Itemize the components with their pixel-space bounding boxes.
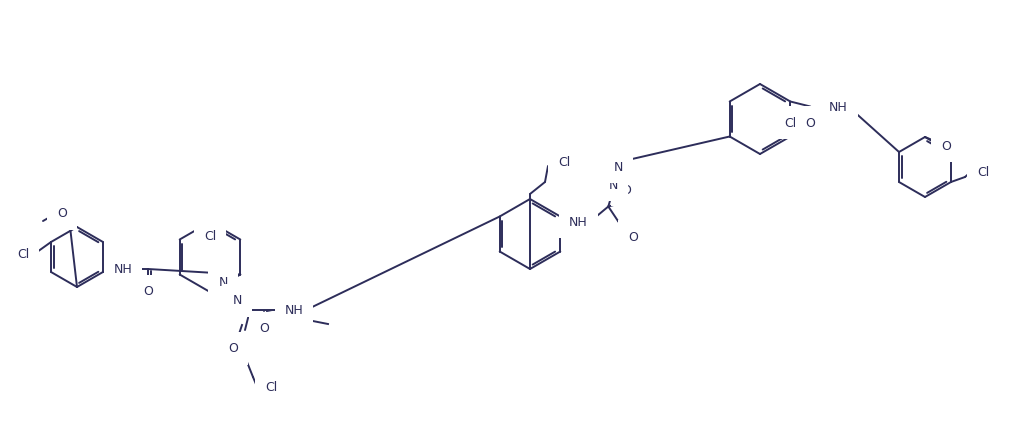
- Text: N: N: [233, 294, 242, 307]
- Text: Cl: Cl: [977, 166, 989, 179]
- Text: O: O: [228, 342, 238, 355]
- Text: O: O: [143, 285, 153, 298]
- Text: NH: NH: [829, 101, 848, 114]
- Text: Cl: Cl: [784, 117, 796, 130]
- Text: N: N: [608, 178, 618, 191]
- Text: O: O: [806, 117, 815, 130]
- Text: N: N: [613, 161, 623, 174]
- Text: N: N: [218, 276, 227, 289]
- Text: NH: NH: [285, 304, 304, 317]
- Text: Cl: Cl: [204, 230, 216, 243]
- Text: Cl: Cl: [265, 381, 277, 393]
- Text: O: O: [941, 139, 951, 152]
- Text: O: O: [57, 207, 67, 220]
- Text: NH: NH: [569, 215, 588, 228]
- Text: Cl: Cl: [558, 156, 570, 169]
- Text: O: O: [259, 322, 269, 335]
- Text: Cl: Cl: [16, 248, 29, 261]
- Text: O: O: [622, 184, 631, 197]
- Text: NH: NH: [113, 263, 133, 276]
- Text: O: O: [629, 230, 638, 243]
